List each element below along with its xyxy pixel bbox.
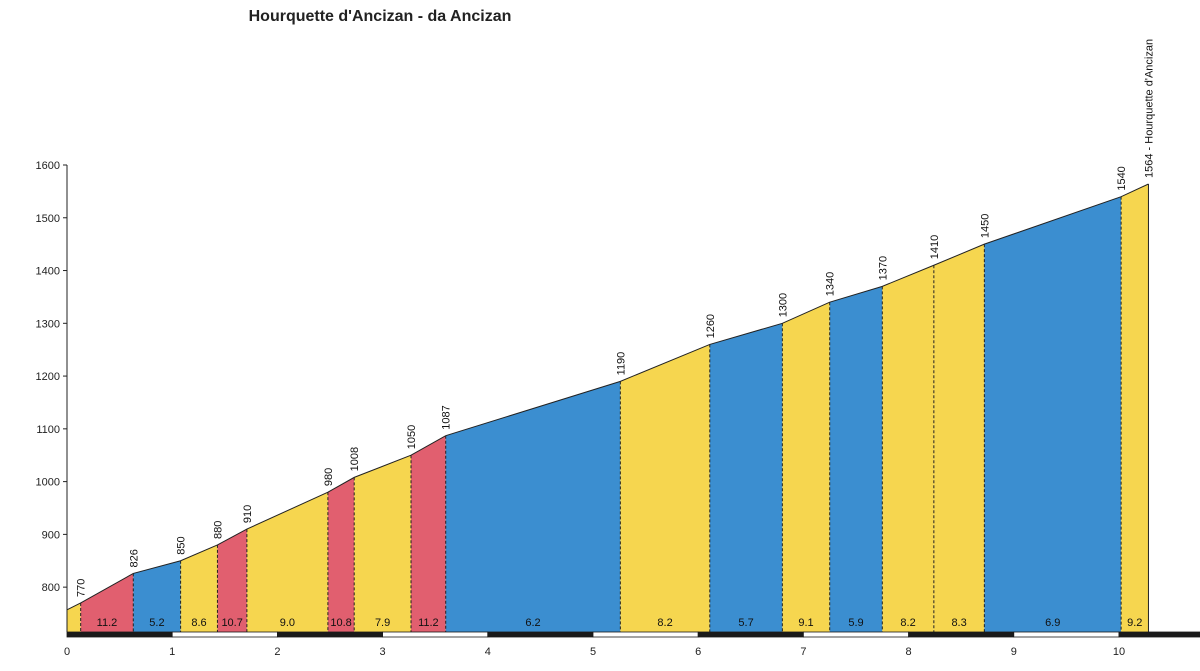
x-tick-label: 4 — [485, 646, 491, 658]
x-tick-label: 2 — [274, 646, 280, 658]
gradient-label: 8.3 — [951, 617, 966, 629]
elevation-label: 1450 — [979, 214, 991, 238]
elevation-label: 1410 — [929, 235, 941, 259]
gradient-label: 8.2 — [657, 617, 672, 629]
gradient-segments — [67, 183, 1149, 633]
km-band — [908, 631, 1015, 638]
elevation-label: 1540 — [1116, 166, 1128, 190]
elevation-label: 910 — [242, 505, 254, 523]
chart-title: Hourquette d'Ancizan - da Ancizan — [249, 8, 512, 25]
gradient-segment — [829, 286, 883, 632]
gradient-label: 5.2 — [149, 617, 164, 629]
y-tick-label: 900 — [42, 529, 60, 541]
km-band — [276, 631, 383, 638]
gradient-segment — [354, 455, 412, 632]
y-tick-label: 1300 — [36, 318, 60, 330]
summit-label: 1564 - Hourquette d'Ancizan — [1143, 39, 1155, 178]
gradient-segment — [882, 265, 934, 632]
km-band — [697, 631, 804, 638]
gradient-label: 10.7 — [221, 617, 242, 629]
gradient-segment — [620, 344, 710, 632]
elevation-label: 1300 — [777, 293, 789, 317]
elevation-label: 1050 — [406, 425, 418, 449]
elevation-label: 826 — [128, 549, 140, 567]
x-tick-label: 6 — [695, 646, 701, 658]
elevation-label: 880 — [212, 521, 224, 539]
gradient-label: 10.8 — [330, 617, 351, 629]
gradient-label: 5.9 — [848, 617, 863, 629]
gradient-label: 11.2 — [418, 617, 439, 629]
y-tick-label: 1500 — [36, 213, 60, 225]
y-tick-label: 1400 — [36, 266, 60, 278]
gradient-label: 6.9 — [1045, 617, 1060, 629]
gradient-label: 9.0 — [280, 617, 295, 629]
elevation-label: 1370 — [877, 256, 889, 280]
distance-bar — [66, 631, 1200, 638]
elevation-label: 1008 — [349, 447, 361, 471]
km-band — [592, 631, 699, 638]
gradient-label: 8.6 — [191, 617, 206, 629]
gradient-segment — [709, 323, 783, 632]
gradient-segment — [180, 544, 218, 632]
km-band — [803, 631, 910, 638]
x-tick-label: 5 — [590, 646, 596, 658]
elevation-labels: 770 826 850 880 910 980 1008 1050 1087 1190 1260 13… — [76, 39, 1156, 597]
x-tick-label: 7 — [800, 646, 806, 658]
gradient-segment — [67, 602, 81, 632]
y-axis-ticks: 800 900 1000 1100 1200 1300 1400 1500 1600 — [36, 160, 67, 594]
y-tick-label: 1600 — [36, 160, 60, 172]
gradient-label: 8.2 — [900, 617, 915, 629]
x-tick-label: 10 — [1113, 646, 1125, 658]
x-tick-label: 8 — [906, 646, 912, 658]
gradient-segment — [246, 492, 328, 632]
km-band — [1118, 631, 1200, 638]
gradient-segment — [933, 244, 985, 633]
x-tick-label: 3 — [380, 646, 386, 658]
km-band — [171, 631, 278, 638]
gradient-segment — [411, 435, 446, 632]
y-tick-label: 1200 — [36, 371, 60, 383]
elevation-label: 1087 — [441, 405, 453, 429]
gradient-segment — [1121, 183, 1149, 632]
km-band — [382, 631, 489, 638]
gradient-segment — [984, 196, 1122, 632]
gradient-labels: 11.2 5.2 8.6 10.7 9.0 10.8 7.9 11.2 6.2 8.2 5.7 9.1… — [97, 617, 1143, 629]
gradient-label: 7.9 — [375, 617, 390, 629]
gradient-segment — [80, 573, 134, 632]
km-band — [66, 631, 173, 638]
gradient-label: 9.1 — [798, 617, 813, 629]
gradient-label: 11.2 — [97, 617, 118, 629]
gradient-segment — [445, 381, 621, 632]
gradient-label: 6.2 — [525, 617, 540, 629]
elevation-label: 980 — [323, 468, 335, 486]
elevation-label: 1340 — [825, 272, 837, 296]
profile-outline — [66, 183, 1149, 611]
segment-dividers — [80, 183, 1149, 632]
y-tick-label: 1000 — [36, 477, 60, 489]
elevation-label: 1260 — [705, 314, 717, 338]
x-tick-label: 1 — [169, 646, 175, 658]
elevation-label: 1190 — [615, 352, 627, 376]
km-band — [1013, 631, 1120, 638]
x-axis-ticks: 0 1 2 3 4 5 6 7 8 9 10 — [64, 646, 1125, 658]
gradient-segment — [327, 477, 355, 632]
y-tick-label: 800 — [42, 582, 60, 594]
elevation-label: 850 — [176, 536, 188, 554]
gradient-segment — [782, 302, 830, 632]
y-tick-label: 1100 — [36, 424, 60, 436]
x-tick-label: 0 — [64, 646, 70, 658]
gradient-label: 5.7 — [738, 617, 753, 629]
gradient-label: 9.2 — [1127, 617, 1142, 629]
km-band — [487, 631, 594, 638]
gradient-segment — [217, 529, 247, 632]
elevation-label: 770 — [76, 579, 88, 597]
x-tick-label: 9 — [1011, 646, 1017, 658]
gradient-segment — [133, 560, 181, 632]
